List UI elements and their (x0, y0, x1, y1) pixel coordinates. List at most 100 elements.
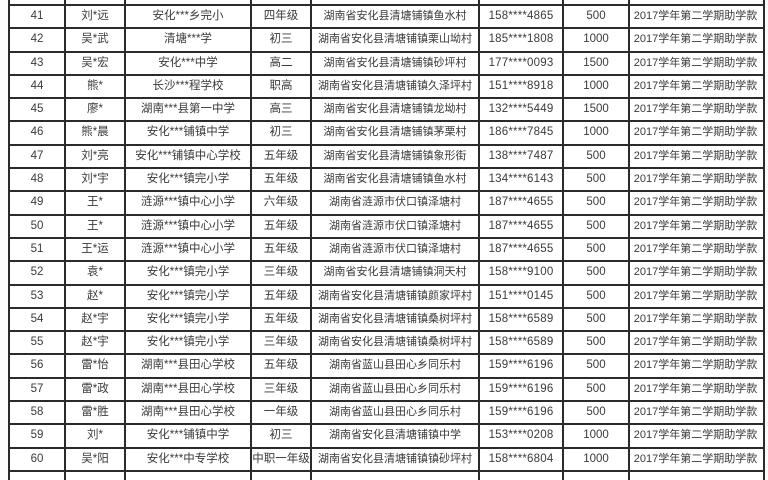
cell-amount (564, 471, 630, 480)
cell-remark: 2017学年第二学期助学款 (633, 429, 758, 442)
cell-address: 湖南省安化县清塘铺镇龙坳村 (312, 99, 480, 121)
cell-name (66, 0, 126, 4)
table-row: 60 吴*阳 安化***中专学校 中职一年级 湖南省安化县清塘铺镇镇砂坪村 158****… (10, 448, 763, 472)
cell-phone: 151****0145 (480, 285, 564, 307)
cell-school: 涟源***镇中心小学 (126, 238, 252, 261)
table-row: 41 刘*远 安化***乡完小 四年级 湖南省安化县清塘铺镇鱼水村 158****4865… (10, 6, 763, 30)
cell-name: 熊*晨 (66, 122, 126, 144)
cell-phone: 187****4655 (480, 192, 564, 214)
cell-phone: 138****7487 (480, 145, 564, 168)
cell-phone: 177****0093 (480, 52, 564, 74)
cell-amount: 1500 (564, 99, 630, 121)
cell-remark: 2017学年第二学期助学款 (633, 406, 758, 419)
cell-name: 袁* (66, 262, 126, 284)
cell-school: 安化***镇完小学 (126, 262, 252, 284)
cell-seq: 41 (10, 6, 66, 28)
cell-address: 湖南省蓝山县田心乡同乐村 (312, 378, 480, 401)
cell-school: 安化***镇完小学 (126, 169, 252, 191)
cell-seq: 55 (10, 332, 66, 354)
cell-amount: 1500 (564, 52, 630, 74)
cell-phone: 158****4865 (480, 6, 564, 28)
table-row: 42 吴*武 清塘***学 初三 湖南省安化县清塘铺镇栗山坳村 185****1808 10… (10, 29, 763, 53)
cell-name: 赵*宇 (66, 308, 126, 331)
cell-grade: 职高 (252, 75, 312, 98)
cell-amount: 500 (564, 145, 630, 168)
cell-grade: 五年级 (252, 238, 312, 261)
cell-school: 安化***中专学校 (126, 448, 252, 470)
cell-grade: 四年级 (252, 6, 312, 28)
cell-amount: 500 (564, 378, 630, 401)
cell-name: 刘*亮 (66, 145, 126, 168)
cell-remark: 2017学年第二学期助学款 (633, 219, 758, 232)
cell-amount: 1000 (564, 75, 630, 98)
cell-address: 湖南省涟源市伏口镇泽塘村 (312, 215, 480, 237)
cell-phone: 187****4655 (480, 215, 564, 237)
cell-address: 湖南省涟源市伏口镇泽塘村 (312, 192, 480, 214)
cell-name: 熊* (66, 75, 126, 98)
cell-name: 刘*宇 (66, 169, 126, 191)
cell-seq: 48 (10, 169, 66, 191)
cell-amount: 500 (564, 238, 630, 261)
table-row-partial (10, 471, 763, 480)
cell-seq: 60 (10, 448, 66, 470)
table-row: 49 王* 涟源***镇中心小学 六年级 湖南省涟源市伏口镇泽塘村 187****4655… (10, 192, 763, 216)
cell-school: 涟源***镇中心小学 (126, 192, 252, 214)
table-row: 59 刘* 安化***铺镇中学 初三 湖南省安化县清塘铺镇中学 153****0208 10… (10, 425, 763, 449)
cell-seq: 43 (10, 52, 66, 74)
cell-address: 湖南省安化县清塘铺镇栗山坳村 (312, 29, 480, 51)
cell-amount: 500 (564, 262, 630, 284)
cell-remark: 2017学年第二学期助学款 (633, 196, 758, 209)
cell-remark (630, 0, 761, 4)
cell-school: 安化***镇完小学 (126, 332, 252, 354)
cell-seq: 56 (10, 355, 66, 377)
cell-grade: 五年级 (252, 355, 312, 377)
cell-grade: 六年级 (252, 192, 312, 214)
cell-amount: 1000 (564, 122, 630, 144)
cell-school (126, 471, 252, 480)
cell-seq: 52 (10, 262, 66, 284)
cell-phone (480, 0, 564, 4)
cell-remark (630, 472, 761, 480)
cell-remark: 2017学年第二学期助学款 (633, 382, 758, 395)
cell-amount: 500 (564, 285, 630, 307)
table-row: 56 雷*怡 湖南***县田心学校 五年级 湖南省蓝山县田心乡同乐村 159****619… (10, 355, 763, 379)
cell-phone: 158****6589 (480, 308, 564, 331)
cell-phone: 153****0208 (480, 425, 564, 447)
cell-address: 湖南省安化县清塘铺镇茅栗村 (312, 122, 480, 144)
cell-amount: 500 (564, 215, 630, 237)
cell-address: 湖南省涟源市伏口镇泽塘村 (312, 238, 480, 261)
cell-address: 湖南省蓝山县田心乡同乐村 (312, 355, 480, 377)
table-row: 48 刘*宇 安化***镇完小学 五年级 湖南省安化县清塘铺镇鱼水村 134****614… (10, 169, 763, 193)
cell-seq: 50 (10, 215, 66, 237)
cell-remark: 2017学年第二学期助学款 (633, 103, 758, 116)
table-row: 50 王* 涟源***镇中心小学 五年级 湖南省涟源市伏口镇泽塘村 187****4655… (10, 215, 763, 239)
cell-name: 王* (66, 215, 126, 237)
cell-remark: 2017学年第二学期助学款 (633, 173, 758, 186)
cell-grade: 一年级 (252, 402, 312, 424)
cell-school: 安化***镇完小学 (126, 285, 252, 307)
cell-remark: 2017学年第二学期助学款 (633, 126, 758, 139)
cell-address: 湖南省安化县清塘铺镇桑树坪村 (312, 332, 480, 354)
cell-remark: 2017学年第二学期助学款 (633, 79, 758, 92)
cell-grade: 五年级 (252, 215, 312, 237)
cell-address: 湖南省安化县清塘铺镇砂坪村 (312, 52, 480, 74)
cell-name: 吴*武 (66, 29, 126, 51)
cell-amount: 500 (564, 355, 630, 377)
cell-school: 安化***乡完小 (126, 6, 252, 28)
cell-seq: 57 (10, 378, 66, 401)
cell-address: 湖南省安化县清塘铺镇洞天村 (312, 262, 480, 284)
cell-grade: 五年级 (252, 285, 312, 307)
cell-remark: 2017学年第二学期助学款 (633, 149, 758, 162)
cell-remark: 2017学年第二学期助学款 (633, 336, 758, 349)
cell-address: 湖南省安化县清塘铺镇鱼水村 (312, 169, 480, 191)
cell-phone: 187****4655 (480, 238, 564, 261)
cell-amount: 500 (564, 169, 630, 191)
cell-grade: 中职一年级 (252, 448, 312, 470)
cell-phone: 158****6589 (480, 332, 564, 354)
cell-phone: 159****6196 (480, 378, 564, 401)
cell-seq: 44 (10, 75, 66, 98)
cell-name: 王* (66, 192, 126, 214)
cell-school: 安化***镇完小学 (126, 308, 252, 331)
cell-amount: 500 (564, 308, 630, 331)
